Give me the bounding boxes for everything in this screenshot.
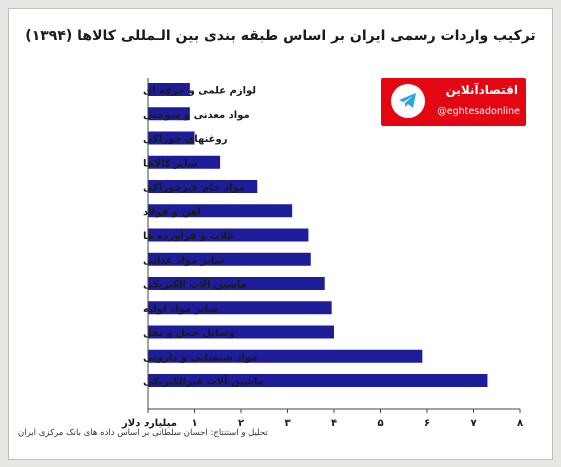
chart-title: ترکیب واردات رسمی ایران بر اساس طبقه بند… bbox=[25, 28, 536, 44]
x-tick-label-5: ۵ bbox=[377, 418, 383, 429]
category-label-7: غلات و فرآورده ها bbox=[143, 229, 234, 242]
category-label-9: ماشین آلات الکتریکی bbox=[143, 278, 247, 291]
bar-6 bbox=[148, 204, 293, 218]
category-label-11: وسایل حمل و نقل bbox=[143, 328, 235, 339]
bar-7 bbox=[148, 228, 309, 242]
brand-badge[interactable]: اقتصادآنلاین @eghtesadonline bbox=[381, 78, 526, 126]
x-tick-label-2: ۲ bbox=[238, 418, 244, 429]
category-label-3: روغنهای خوراکی bbox=[143, 134, 228, 145]
category-label-4: سایر کالاها bbox=[143, 158, 198, 169]
bar-10 bbox=[148, 301, 332, 315]
source-note: تحلیل و استنتاج: احسان سلطانی بر اساس دا… bbox=[18, 428, 268, 438]
bar-2 bbox=[148, 107, 190, 121]
x-tick-label-4: ۴ bbox=[331, 418, 337, 429]
x-tick-label-0: ۰ bbox=[145, 418, 151, 429]
x-tick-label-3: ۳ bbox=[284, 418, 290, 429]
bar-3 bbox=[148, 131, 195, 145]
category-label-10: سایر مواد اولیه bbox=[143, 304, 218, 315]
bar-12 bbox=[148, 349, 423, 363]
category-label-1: لوازم علمی و حرفه ای bbox=[143, 86, 256, 97]
x-tick-label-8: ۸ bbox=[517, 418, 523, 429]
bar-11 bbox=[148, 325, 334, 339]
bar-8 bbox=[148, 252, 311, 266]
bar-1 bbox=[148, 83, 190, 96]
x-tick-label-7: ۷ bbox=[470, 418, 476, 429]
category-label-2: مواد معدنی و سوختی bbox=[143, 110, 250, 121]
category-label-6: آهن و فولاد bbox=[143, 205, 202, 218]
category-label-5: مواد خام غیرخوراکی bbox=[143, 183, 245, 194]
telegram-icon bbox=[391, 84, 425, 118]
bar-9 bbox=[148, 277, 325, 290]
category-label-13: ماشین آلات غیرالکتریکی bbox=[143, 375, 264, 388]
category-label-8: سایر مواد غذایی bbox=[143, 255, 225, 266]
bar-4 bbox=[148, 155, 221, 169]
x-tick-label-1: ۱ bbox=[191, 418, 197, 429]
category-label-12: مواد شیمیایی و دارویی bbox=[143, 352, 257, 363]
x-tick-label-6: ۶ bbox=[424, 418, 430, 429]
bar-13 bbox=[148, 374, 488, 387]
x-axis-title: میلیارد دلار bbox=[121, 418, 177, 429]
brand-handle: @eghtesadonline bbox=[437, 106, 520, 117]
bar-5 bbox=[148, 180, 258, 193]
brand-name: اقتصادآنلاین bbox=[445, 83, 518, 97]
